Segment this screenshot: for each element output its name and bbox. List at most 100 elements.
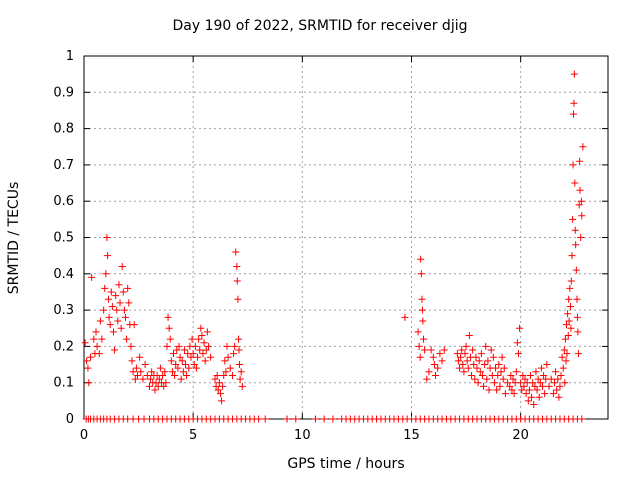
- data-point: [478, 371, 486, 379]
- data-point: [517, 379, 525, 387]
- data-point: [419, 317, 427, 325]
- data-point: [530, 400, 538, 408]
- data-point: [118, 263, 126, 271]
- data-point: [233, 277, 241, 285]
- data-point: [564, 332, 572, 340]
- data-point: [570, 110, 578, 118]
- data-point: [575, 350, 583, 358]
- data-point: [484, 357, 492, 365]
- data-point: [116, 299, 124, 307]
- data-point: [575, 201, 583, 209]
- data-point: [255, 415, 263, 423]
- data-point: [514, 350, 522, 358]
- data-point: [519, 371, 527, 379]
- data-point: [215, 379, 223, 387]
- data-point: [329, 415, 337, 423]
- data-point: [231, 342, 239, 350]
- data-point: [202, 346, 210, 354]
- data-point: [179, 368, 187, 376]
- data-point: [415, 342, 423, 350]
- data-point: [487, 346, 495, 354]
- data-point: [418, 306, 426, 314]
- data-point: [104, 252, 112, 260]
- data-point: [175, 342, 183, 350]
- data-point: [541, 390, 549, 398]
- x-axis-label: GPS time / hours: [287, 456, 405, 472]
- data-point: [176, 353, 184, 361]
- data-point: [401, 313, 409, 321]
- data-point: [513, 339, 521, 347]
- y-tick-label: 0.1: [53, 376, 74, 391]
- data-point: [539, 382, 546, 390]
- y-tick-label: 0: [66, 412, 74, 427]
- data-point: [552, 368, 560, 376]
- data-point: [104, 295, 112, 303]
- data-point: [571, 179, 579, 187]
- data-point: [464, 364, 472, 372]
- data-point: [160, 382, 168, 390]
- data-point: [496, 382, 504, 390]
- y-tick-label: 0.3: [53, 303, 74, 318]
- data-point: [475, 357, 483, 365]
- data-point: [124, 284, 132, 292]
- data-point: [493, 386, 501, 394]
- data-point: [570, 70, 578, 78]
- data-point: [500, 364, 508, 372]
- data-point: [162, 379, 170, 387]
- data-point: [117, 324, 125, 332]
- data-point: [454, 357, 462, 365]
- data-point: [219, 382, 227, 390]
- data-point: [211, 375, 219, 383]
- data-point: [183, 371, 191, 379]
- y-tick-label: 0.5: [53, 231, 74, 246]
- data-point: [418, 295, 426, 303]
- data-point: [526, 371, 534, 379]
- y-tick-label: 0.4: [53, 267, 74, 282]
- data-point: [81, 339, 89, 347]
- data-point: [465, 332, 473, 340]
- data-point: [481, 361, 489, 369]
- data-point: [532, 368, 540, 376]
- data-point: [101, 284, 109, 292]
- data-point: [453, 350, 461, 358]
- data-point: [151, 386, 159, 394]
- data-point: [536, 379, 544, 387]
- data-point: [159, 371, 167, 379]
- data-point: [508, 386, 516, 394]
- data-point: [238, 382, 246, 390]
- data-point: [129, 368, 137, 376]
- data-point: [533, 386, 541, 394]
- data-point: [577, 197, 585, 205]
- data-point: [87, 353, 95, 361]
- data-point: [512, 368, 520, 376]
- data-point: [230, 350, 238, 358]
- data-point: [137, 368, 145, 376]
- data-point: [90, 335, 98, 343]
- data-point: [132, 364, 140, 372]
- chart-title: Day 190 of 2022, SRMTID for receiver dji…: [172, 18, 468, 34]
- data-point: [547, 375, 555, 383]
- data-point: [489, 353, 497, 361]
- data-point: [171, 371, 179, 379]
- data-point: [235, 346, 243, 354]
- data-point: [121, 313, 129, 321]
- x-tick-label: 10: [294, 428, 311, 443]
- data-point: [563, 350, 571, 358]
- data-point: [180, 346, 188, 354]
- data-point: [572, 241, 580, 249]
- data-point: [166, 335, 174, 343]
- data-point: [109, 328, 117, 336]
- data-point: [212, 382, 220, 390]
- data-point: [470, 361, 478, 369]
- data-point: [529, 379, 537, 387]
- data-point: [111, 346, 119, 354]
- data-point: [551, 379, 559, 387]
- data-point: [457, 353, 465, 361]
- data-point: [510, 390, 518, 398]
- data-point: [578, 415, 586, 423]
- y-tick-label: 0.8: [53, 122, 74, 137]
- data-point: [561, 335, 569, 343]
- data-point: [196, 346, 204, 354]
- data-point: [501, 390, 509, 398]
- data-point: [218, 397, 226, 405]
